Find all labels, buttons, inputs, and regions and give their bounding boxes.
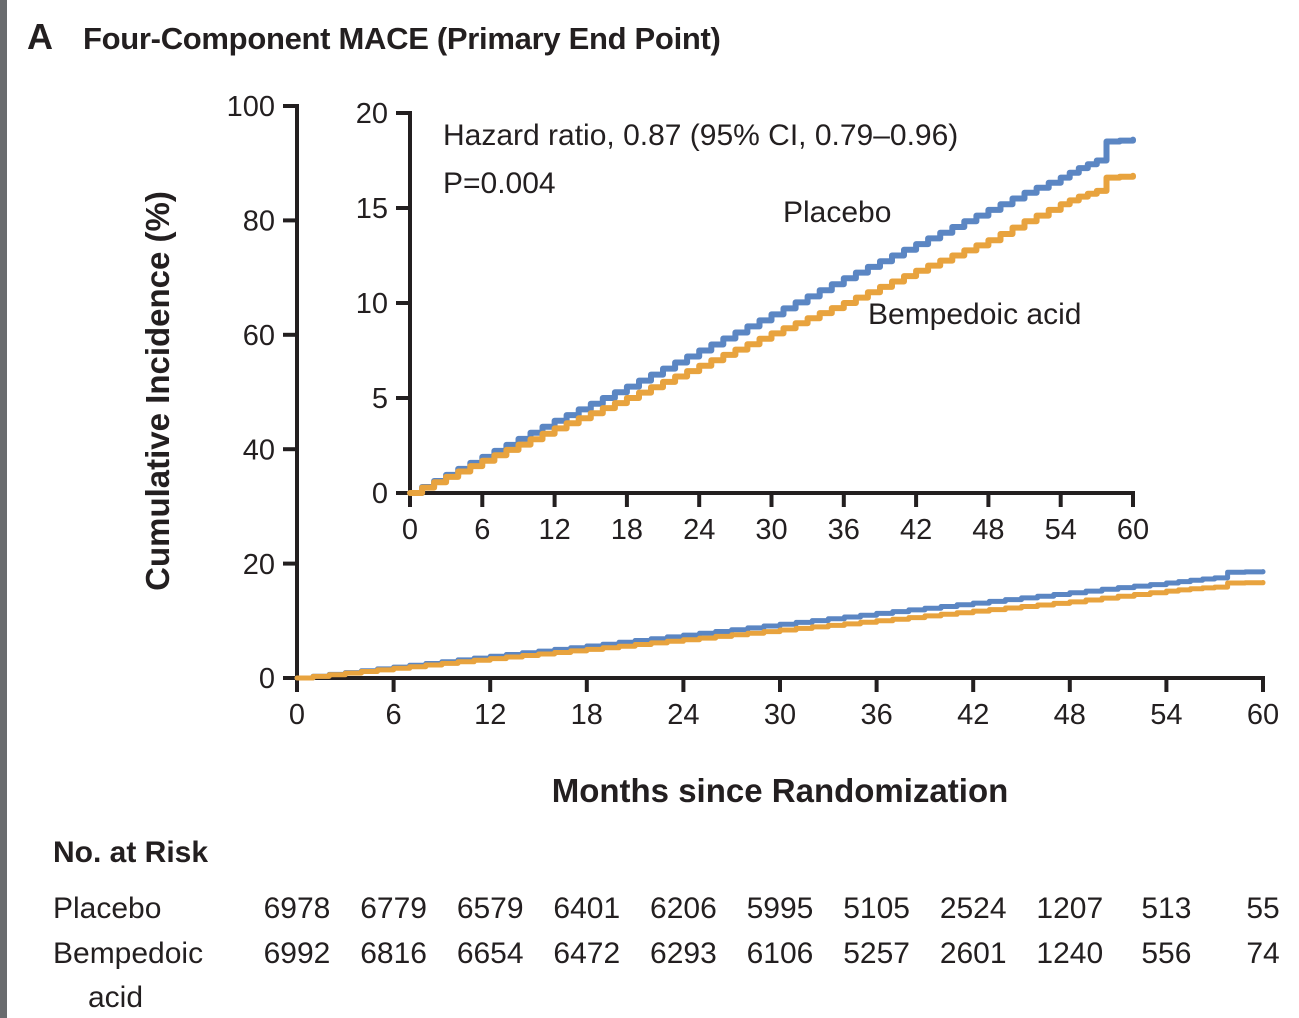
inset-x-tick-label: 60 xyxy=(1117,514,1149,546)
panel-header: A Four-Component MACE (Primary End Point… xyxy=(27,16,721,58)
risk-row-label-bempedoic: Bempedoic xyxy=(53,937,204,970)
risk-value: 513 xyxy=(1141,892,1192,925)
risk-value: 6472 xyxy=(553,937,621,970)
risk-value: 6106 xyxy=(746,937,814,970)
main-x-tick-label: 42 xyxy=(957,699,989,731)
risk-value: 6816 xyxy=(360,937,427,970)
inset-x-tick-label: 24 xyxy=(683,514,715,546)
inset-x-tick-label: 18 xyxy=(611,514,643,546)
inset-x-tick-label: 54 xyxy=(1045,514,1077,546)
inset-y-tick-label: 0 xyxy=(372,478,388,510)
main-x-tick-label: 6 xyxy=(386,699,402,731)
main-y-tick-label: 100 xyxy=(227,91,275,123)
main-x-tick-label: 18 xyxy=(571,699,603,731)
risk-value: 5105 xyxy=(843,892,910,925)
risk-table-title: No. at Risk xyxy=(53,836,209,869)
risk-value: 6992 xyxy=(263,937,331,970)
inset-x-tick-label: 6 xyxy=(474,514,490,546)
inset-plot: 0 5 10 15 20 0 6 12 18 24 30 36 42 48 54 60 xyxy=(356,98,1149,546)
risk-value: 74 xyxy=(1246,937,1280,970)
placebo-curve-label: Placebo xyxy=(783,196,892,229)
hazard-ratio-text: Hazard ratio, 0.87 (95% CI, 0.79–0.96) xyxy=(443,119,959,152)
main-y-tick-label: 20 xyxy=(243,549,275,581)
inset-y-tick-label: 15 xyxy=(356,193,388,225)
risk-value: 6654 xyxy=(456,937,524,970)
main-y-tick-label: 60 xyxy=(243,320,275,352)
inset-curve-bempedoic-acid xyxy=(407,172,1136,496)
panel-letter: A xyxy=(27,16,53,57)
left-border-strip xyxy=(0,0,7,1018)
risk-value: 556 xyxy=(1141,937,1192,970)
inset-x-tick-label: 42 xyxy=(900,514,932,546)
risk-row-label-bempedoic-line2: acid xyxy=(88,981,144,1014)
main-y-tick-label: 40 xyxy=(243,434,275,466)
main-curve-bempedoic-acid xyxy=(294,580,1266,681)
risk-value: 6579 xyxy=(456,892,524,925)
p-value-text: P=0.004 xyxy=(443,167,556,200)
hazard-ratio-annotation: Hazard ratio, 0.87 (95% CI, 0.79–0.96) P… xyxy=(443,112,958,208)
inset-y-tick-label: 20 xyxy=(356,98,388,130)
risk-value: 55 xyxy=(1246,892,1280,925)
inset-y-tick-label: 5 xyxy=(372,383,388,415)
risk-value: 2524 xyxy=(939,892,1007,925)
main-x-tick-label: 30 xyxy=(764,699,796,731)
risk-row-label-placebo: Placebo xyxy=(53,892,162,925)
inset-x-tick-label: 36 xyxy=(828,514,860,546)
inset-x-tick-label: 0 xyxy=(402,514,418,546)
inset-y-tick-label: 10 xyxy=(356,288,388,320)
risk-value: 6978 xyxy=(263,892,331,925)
panel-title: Four-Component MACE (Primary End Point) xyxy=(83,21,721,56)
risk-value: 6293 xyxy=(650,937,717,970)
risk-value: 5257 xyxy=(843,937,910,970)
x-axis-label: Months since Randomization xyxy=(551,772,1009,809)
risk-value: 1240 xyxy=(1036,937,1104,970)
risk-value: 6401 xyxy=(553,892,621,925)
main-x-tick-label: 12 xyxy=(474,699,506,731)
main-x-tick-label: 54 xyxy=(1150,699,1182,731)
inset-curve-placebo xyxy=(407,136,1136,496)
risk-value: 1207 xyxy=(1036,892,1104,925)
main-x-tick-label: 24 xyxy=(667,699,699,731)
main-x-tick-label: 60 xyxy=(1247,699,1279,731)
main-x-tick-label: 0 xyxy=(289,699,305,731)
bempedoic-curve-label: Bempedoic acid xyxy=(868,298,1082,331)
risk-value: 2601 xyxy=(939,937,1007,970)
main-x-tick-label: 36 xyxy=(860,699,892,731)
inset-x-tick-label: 12 xyxy=(538,514,570,546)
inset-x-tick-label: 48 xyxy=(972,514,1004,546)
risk-value: 6206 xyxy=(650,892,717,925)
risk-value: 5995 xyxy=(746,892,814,925)
inset-x-tick-label: 30 xyxy=(755,514,787,546)
main-x-tick-label: 48 xyxy=(1054,699,1086,731)
main-y-tick-label: 80 xyxy=(243,206,275,238)
risk-value: 6779 xyxy=(360,892,427,925)
main-y-tick-label: 0 xyxy=(259,663,275,695)
